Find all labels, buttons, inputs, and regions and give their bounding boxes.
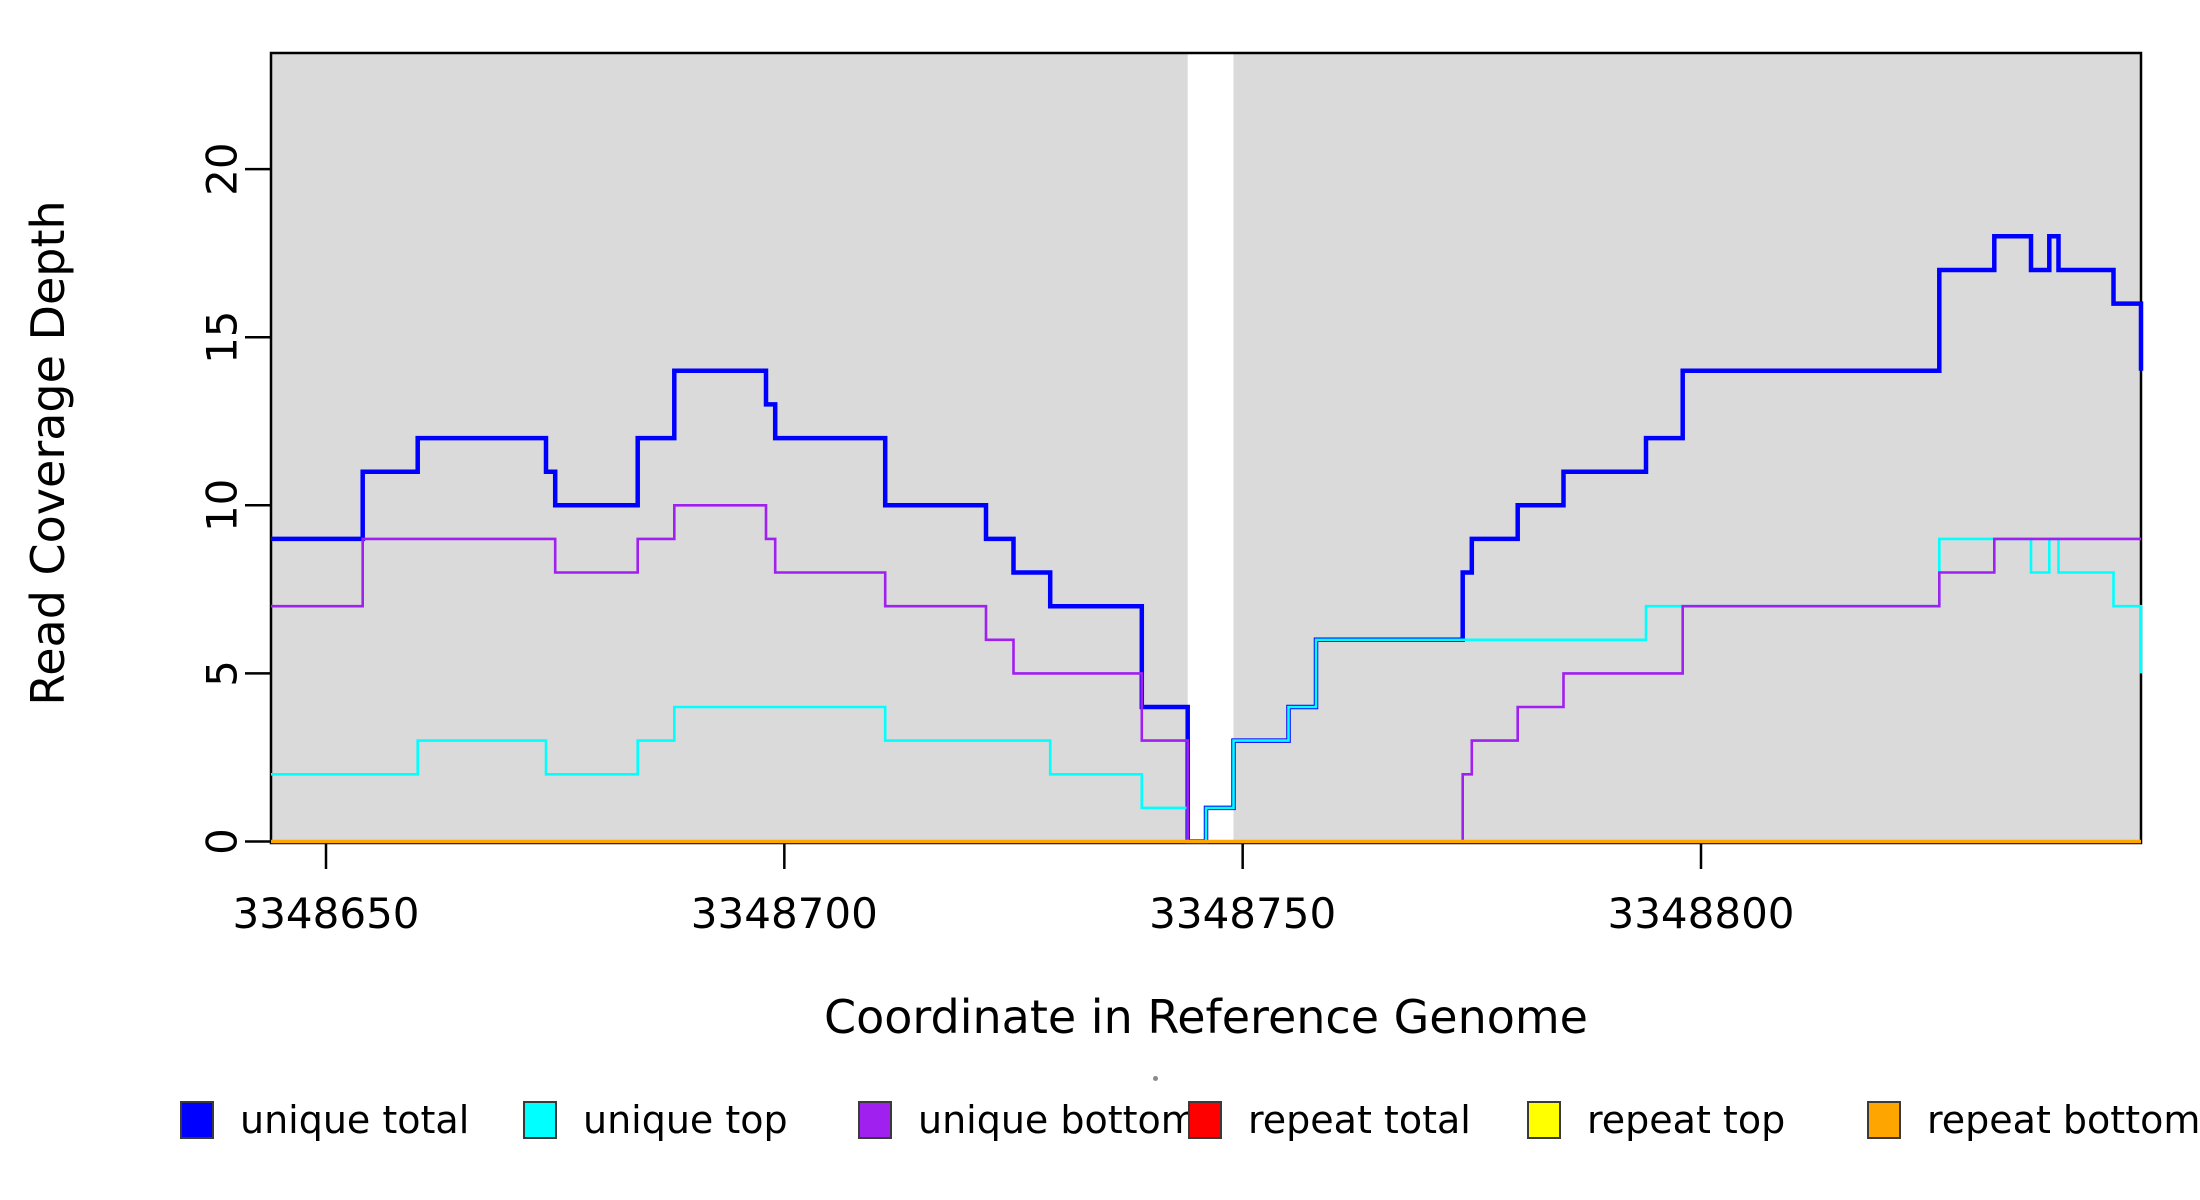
series-unique-top: [271, 537, 2143, 843]
y-tick-label: 0: [198, 828, 247, 855]
stray-dot: [1153, 1076, 1158, 1081]
legend-item-repeat-top: repeat top: [1527, 1090, 1785, 1150]
y-axis-title: Read Coverage Depth: [21, 200, 75, 706]
legend-swatch-unique-bottom: [858, 1101, 892, 1139]
y-tick-label: 20: [198, 142, 247, 195]
legend-label-unique-total: unique total: [240, 1098, 470, 1142]
y-tick-label: 10: [198, 479, 247, 532]
x-axis-title: Coordinate in Reference Genome: [824, 990, 1588, 1044]
legend-label-repeat-total: repeat total: [1248, 1098, 1471, 1142]
x-tick-label: 3348700: [691, 889, 878, 938]
y-tick-label: 15: [198, 310, 247, 363]
legend-item-unique-total: unique total: [180, 1090, 469, 1150]
series-unique-bottom: [271, 504, 2141, 843]
legend-swatch-repeat-top: [1527, 1101, 1561, 1139]
legend: unique total unique top unique bottom repea…: [0, 1090, 2200, 1160]
y-tick-label: 5: [198, 660, 247, 687]
x-tick-label: 3348650: [232, 889, 419, 938]
legend-label-unique-top: unique top: [583, 1098, 788, 1142]
legend-swatch-unique-total: [180, 1101, 214, 1139]
legend-swatch-unique-top: [523, 1101, 557, 1139]
x-tick-label: 3348800: [1607, 889, 1794, 938]
legend-swatch-repeat-bottom: [1867, 1101, 1901, 1139]
plot-background-left: [271, 53, 1188, 843]
legend-label-repeat-top: repeat top: [1587, 1098, 1786, 1142]
plot-background-right: [1233, 53, 2141, 843]
legend-swatch-repeat-total: [1188, 1101, 1222, 1139]
legend-item-repeat-bottom: repeat bottom: [1867, 1090, 2200, 1150]
legend-item-unique-bottom: unique bottom: [858, 1090, 1198, 1150]
legend-item-repeat-total: repeat total: [1188, 1090, 1471, 1150]
legend-label-repeat-bottom: repeat bottom: [1927, 1098, 2200, 1142]
legend-label-unique-bottom: unique bottom: [918, 1098, 1198, 1142]
legend-item-unique-top: unique top: [523, 1090, 788, 1150]
x-tick-label: 3348750: [1149, 889, 1336, 938]
